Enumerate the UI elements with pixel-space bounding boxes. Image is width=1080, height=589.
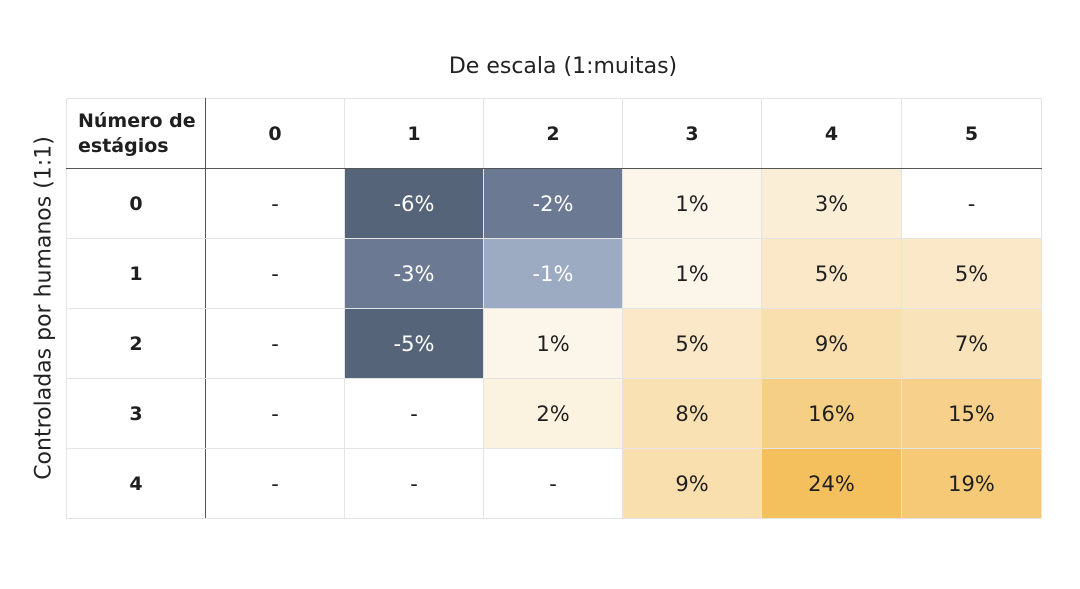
column-header: 2 xyxy=(483,98,623,169)
heatmap-cell: - xyxy=(205,238,345,309)
heatmap-cell: 7% xyxy=(901,308,1042,379)
row-header: 3 xyxy=(66,378,206,449)
heatmap-cell: -6% xyxy=(344,168,484,239)
heatmap-row: 4- - -9% 24% 19% xyxy=(66,448,1042,519)
row-header: 2 xyxy=(66,308,206,379)
column-header: 5 xyxy=(901,98,1042,169)
heatmap-cell: - xyxy=(483,448,623,519)
heatmap-cell: -3% xyxy=(344,238,484,309)
row-header: 4 xyxy=(66,448,206,519)
row-header: 1 xyxy=(66,238,206,309)
column-header: 4 xyxy=(761,98,902,169)
heatmap-row: 3- -2% 8% 16% 15% xyxy=(66,378,1042,449)
heatmap-cell: - xyxy=(344,448,484,519)
heatmap-cell: 16% xyxy=(761,378,902,449)
heatmap-table: Número de estágios 0 1 2 3 4 5 0- -6% -2% 1… xyxy=(66,98,1042,519)
heatmap-cell: 2% xyxy=(483,378,623,449)
row-header: 0 xyxy=(66,168,206,239)
heatmap-row: 0- -6% -2% 1% 3% - xyxy=(66,168,1042,239)
heatmap-cell: 5% xyxy=(761,238,902,309)
column-axis-title: De escala (1:muitas) xyxy=(448,54,678,79)
row-axis-title: Controladas por humanos (1:1) xyxy=(31,136,57,480)
corner-label: Número de estágios xyxy=(66,98,206,169)
heatmap-cell: 5% xyxy=(622,308,762,379)
column-header: 0 xyxy=(205,98,345,169)
heatmap-cell: 3% xyxy=(761,168,902,239)
heatmap-cell: 9% xyxy=(761,308,902,379)
heatmap-row: 2- -5% 1% 5% 9% 7% xyxy=(66,308,1042,379)
heatmap-cell: -2% xyxy=(483,168,623,239)
heatmap-row: 1- -3% -1% 1% 5% 5% xyxy=(66,238,1042,309)
heatmap-cell: 1% xyxy=(622,168,762,239)
heatmap-cell: 19% xyxy=(901,448,1042,519)
heatmap-cell: 9% xyxy=(622,448,762,519)
heatmap-cell: - xyxy=(205,448,345,519)
column-header: 3 xyxy=(622,98,762,169)
heatmap-cell: 5% xyxy=(901,238,1042,309)
heatmap-cell: - xyxy=(205,308,345,379)
heatmap-cell: 1% xyxy=(622,238,762,309)
heatmap-body: 0- -6% -2% 1% 3% -1- -3% -1% 1% 5% 5% 2- -5% 1% 5% 9% 7%… xyxy=(66,168,1042,519)
heatmap-cell: 24% xyxy=(761,448,902,519)
heatmap-cell: - xyxy=(205,378,345,449)
heatmap-cell: 1% xyxy=(483,308,623,379)
heatmap-cell: - xyxy=(205,168,345,239)
heatmap-cell: 8% xyxy=(622,378,762,449)
column-header: 1 xyxy=(344,98,484,169)
heatmap-cell: - xyxy=(344,378,484,449)
heatmap-cell: 15% xyxy=(901,378,1042,449)
heatmap-cell: -5% xyxy=(344,308,484,379)
heatmap-cell: - xyxy=(901,168,1042,239)
heatmap-cell: -1% xyxy=(483,238,623,309)
